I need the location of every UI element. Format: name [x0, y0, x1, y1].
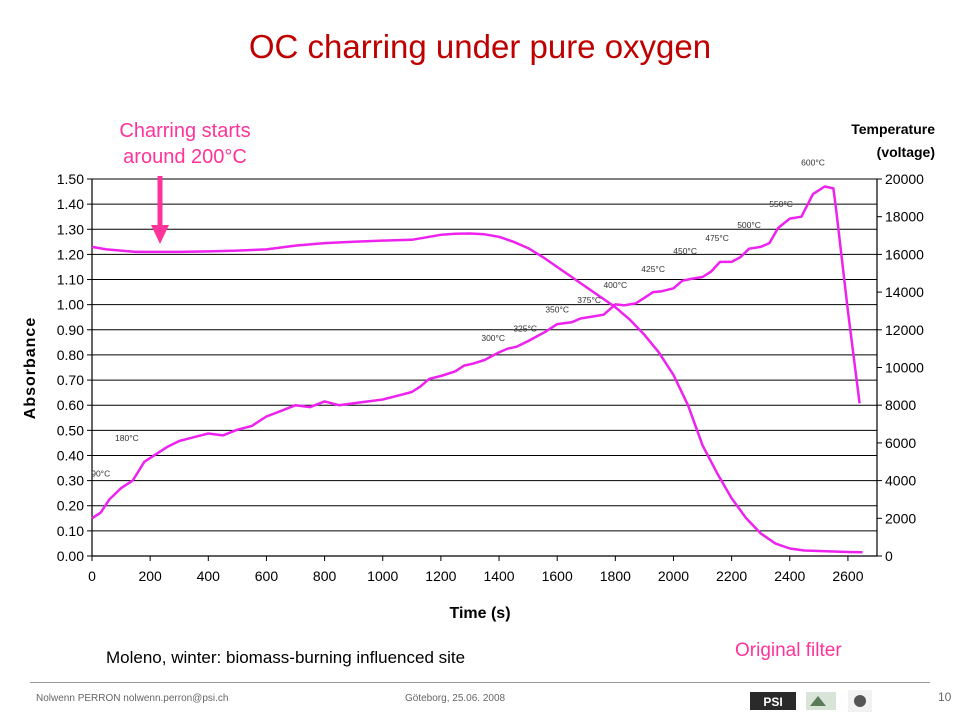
temperature-label: 425°C [641, 264, 665, 274]
y-tick-label: 1.00 [57, 297, 84, 313]
temperature-label: 180°C [115, 433, 139, 443]
tick-labels: 0.00 0.10 0.20 0.30 0.40 0.50 0.60 0.70 0.80 0.90… [57, 171, 924, 584]
annotation-line-2: around 200°C [123, 146, 247, 168]
footer-divider [30, 682, 930, 683]
temperature-label: 325°C [513, 323, 537, 333]
x-tick-label: 1600 [542, 568, 573, 584]
y-tick-label: 0.60 [57, 397, 84, 413]
y-tick-label: 0.40 [57, 447, 84, 463]
series-lines [91, 185, 863, 554]
lab-logo-mark [810, 696, 826, 706]
temperature-label: 375°C [577, 295, 601, 305]
y-tick-label: 1.30 [57, 221, 84, 237]
temperature-label: 500°C [737, 220, 761, 230]
temperature-label: 300°C [481, 333, 505, 343]
annotation-line-1: Charring starts [119, 120, 251, 142]
slide-title: OC charring under pure oxygen [248, 28, 712, 65]
y-tick-label: 0.70 [57, 372, 84, 388]
temperature-label: 600°C [801, 158, 825, 168]
y2-tick-label: 8000 [885, 397, 916, 413]
y2-tick-label: 18000 [885, 209, 924, 225]
y2-axis-label-line-2: (voltage) [877, 144, 935, 160]
y2-tick-label: 6000 [885, 435, 916, 451]
footer-author: Nolwenn PERRON nolwenn.perron@psi.ch [36, 693, 229, 704]
temperature-label: 475°C [705, 233, 729, 243]
absorbance-series-line [91, 232, 863, 554]
x-tick-label: 1000 [367, 568, 398, 584]
arrow-head [151, 225, 169, 244]
y-tick-label: 0.00 [57, 548, 84, 564]
y2-tick-label: 10000 [885, 360, 924, 376]
axes [87, 178, 882, 561]
university-logo-mark [854, 695, 866, 707]
original-filter-label: Original filter [735, 640, 842, 661]
x-tick-label: 2600 [832, 568, 863, 584]
temperature-label: 400°C [603, 280, 627, 290]
y-tick-label: 1.40 [57, 196, 84, 212]
x-tick-label: 2400 [774, 568, 805, 584]
y-axis-label: Absorbance [22, 317, 39, 419]
y2-tick-label: 14000 [885, 284, 924, 300]
y-tick-label: 0.30 [57, 473, 84, 489]
x-tick-label: 800 [313, 568, 337, 584]
page-number: 10 [938, 690, 952, 704]
footer-place-date: Göteborg, 25.06. 2008 [405, 693, 506, 704]
psi-logo-text: PSI [763, 695, 782, 709]
x-tick-label: 0 [88, 568, 96, 584]
temperature-label: 350°C [545, 305, 569, 315]
y2-tick-label: 2000 [885, 510, 916, 526]
y2-tick-label: 4000 [885, 473, 916, 489]
y-tick-label: 0.90 [57, 322, 84, 338]
institution-logos: PSI [750, 690, 872, 712]
x-tick-label: 1200 [425, 568, 456, 584]
temperature-series-line [91, 185, 861, 520]
y2-tick-label: 0 [885, 548, 893, 564]
y-tick-label: 0.50 [57, 422, 84, 438]
grid-lines [92, 178, 877, 557]
y-tick-label: 0.80 [57, 347, 84, 363]
y-tick-label: 1.20 [57, 246, 84, 262]
site-description: Moleno, winter: biomass-burning influenc… [106, 648, 466, 667]
x-tick-label: 1400 [483, 568, 514, 584]
y-tick-label: 1.10 [57, 272, 84, 288]
x-tick-label: 600 [255, 568, 279, 584]
y-tick-label: 0.10 [57, 523, 84, 539]
psi-logo [750, 692, 796, 710]
x-tick-label: 200 [138, 568, 162, 584]
x-tick-label: 2200 [716, 568, 747, 584]
x-axis-label: Time (s) [449, 605, 510, 622]
charring-annotation: Charring starts around 200°C [95, 118, 275, 170]
y-tick-label: 1.50 [57, 171, 84, 187]
annotation-arrow [151, 176, 169, 244]
y2-tick-label: 16000 [885, 246, 924, 262]
x-tick-label: 400 [197, 568, 221, 584]
temperature-label: 450°C [673, 246, 697, 256]
y2-tick-label: 12000 [885, 322, 924, 338]
y-tick-label: 0.20 [57, 498, 84, 514]
y2-tick-label: 20000 [885, 171, 924, 187]
y2-axis-label-line-1: Temperature [851, 121, 935, 137]
temperature-label: 90°C [91, 469, 110, 479]
x-tick-label: 1800 [600, 568, 631, 584]
temperature-label: 550°C [769, 199, 793, 209]
x-tick-label: 2000 [658, 568, 689, 584]
